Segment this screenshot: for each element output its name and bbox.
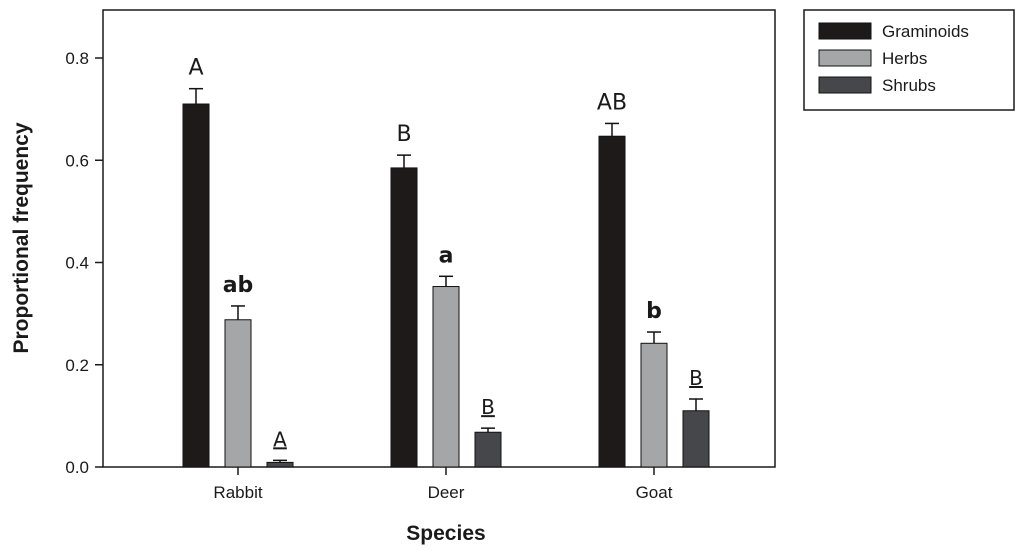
x-axis-title: Species bbox=[406, 522, 485, 545]
bar-herbs-goat bbox=[640, 342, 668, 468]
x-axis: Rabbit Deer Goat bbox=[213, 467, 673, 502]
significance-letter: AB bbox=[597, 90, 627, 115]
y-tick-label: 0.8 bbox=[65, 49, 89, 68]
bar-graminoids-deer bbox=[390, 167, 418, 468]
significance-letter: B bbox=[396, 122, 411, 147]
significance-letter: B bbox=[481, 395, 495, 419]
y-tick-label: 0.0 bbox=[65, 458, 89, 477]
bar-shrubs-deer bbox=[474, 431, 502, 468]
bar-graminoids-rabbit bbox=[182, 103, 210, 468]
bar-herbs-deer bbox=[432, 286, 460, 468]
significance-letter: b bbox=[646, 299, 662, 324]
x-tick-label: Deer bbox=[428, 483, 465, 502]
y-tick-label: 0.4 bbox=[65, 254, 89, 273]
legend-items: Graminoids Herbs Shrubs bbox=[818, 22, 969, 95]
bar-shrubs-rabbit bbox=[266, 461, 294, 468]
significance-letter: B bbox=[689, 366, 703, 390]
y-tick-label: 0.6 bbox=[65, 151, 89, 170]
legend-label-herbs: Herbs bbox=[882, 49, 927, 68]
significance-letter: a bbox=[439, 243, 454, 268]
y-tick-label: 0.2 bbox=[65, 356, 89, 375]
legend-label-graminoids: Graminoids bbox=[882, 22, 969, 41]
bar-herbs-rabbit bbox=[224, 319, 252, 468]
legend-swatch-herbs bbox=[818, 49, 872, 67]
significance-letter: A bbox=[188, 56, 203, 81]
x-tick-label: Rabbit bbox=[213, 483, 262, 502]
legend: Graminoids Herbs Shrubs bbox=[803, 9, 1015, 111]
legend-label-shrubs: Shrubs bbox=[882, 76, 936, 95]
y-axis: 0.0 0.2 0.4 0.6 0.8 bbox=[65, 49, 103, 477]
bar-shrubs-goat bbox=[682, 410, 710, 468]
y-axis-title: Proportional frequency bbox=[10, 122, 33, 353]
legend-swatch-shrubs bbox=[818, 76, 872, 94]
x-tick-label: Goat bbox=[636, 483, 673, 502]
bars-group bbox=[182, 87, 710, 468]
significance-letter: ab bbox=[223, 273, 254, 298]
significance-letter: A bbox=[273, 427, 287, 451]
bar-graminoids-goat bbox=[598, 135, 626, 468]
legend-swatch-graminoids bbox=[818, 22, 872, 40]
